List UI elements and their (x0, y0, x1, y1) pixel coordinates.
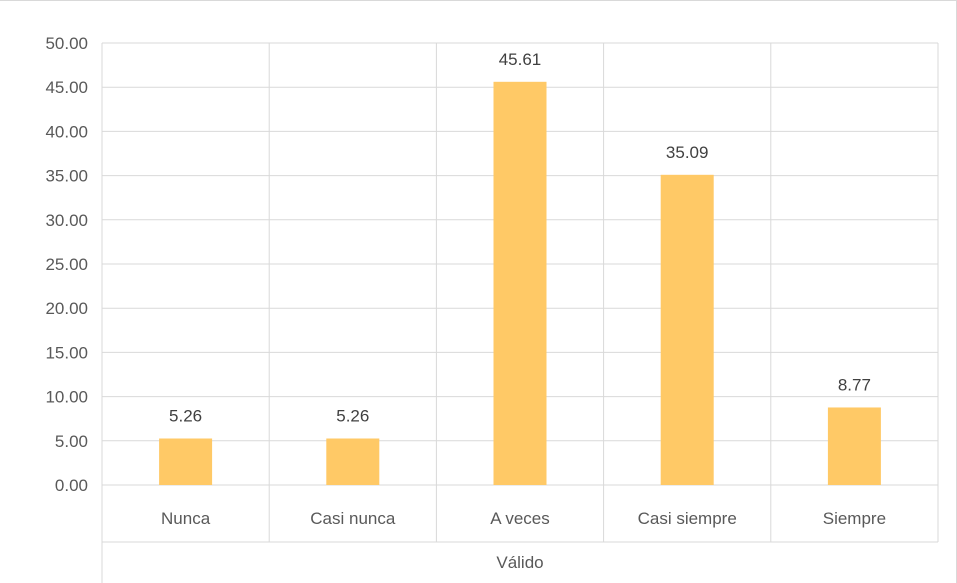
category-label: Casi siempre (638, 509, 737, 528)
data-label: 5.26 (169, 407, 202, 426)
data-label: 35.09 (666, 143, 709, 162)
y-tick-label: 10.00 (45, 388, 88, 407)
category-label: A veces (490, 509, 550, 528)
y-tick-label: 50.00 (45, 34, 88, 53)
bar (493, 81, 547, 485)
bar (326, 438, 380, 485)
y-tick-label: 0.00 (55, 476, 88, 495)
category-label: Casi nunca (310, 509, 396, 528)
data-label: 5.26 (336, 407, 369, 426)
category-group-label: Válido (496, 553, 543, 572)
y-tick-label: 15.00 (45, 343, 88, 362)
data-label: 8.77 (838, 375, 871, 394)
y-tick-label: 40.00 (45, 122, 88, 141)
y-tick-label: 30.00 (45, 211, 88, 230)
data-label: 45.61 (499, 50, 542, 69)
y-tick-label: 45.00 (45, 78, 88, 97)
category-label: Siempre (823, 509, 886, 528)
category-label: Nunca (161, 509, 211, 528)
y-tick-label: 35.00 (45, 167, 88, 186)
y-tick-label: 5.00 (55, 432, 88, 451)
y-tick-label: 25.00 (45, 255, 88, 274)
bar (827, 407, 881, 485)
bar (159, 438, 213, 485)
bar (660, 174, 714, 486)
y-tick-label: 20.00 (45, 299, 88, 318)
